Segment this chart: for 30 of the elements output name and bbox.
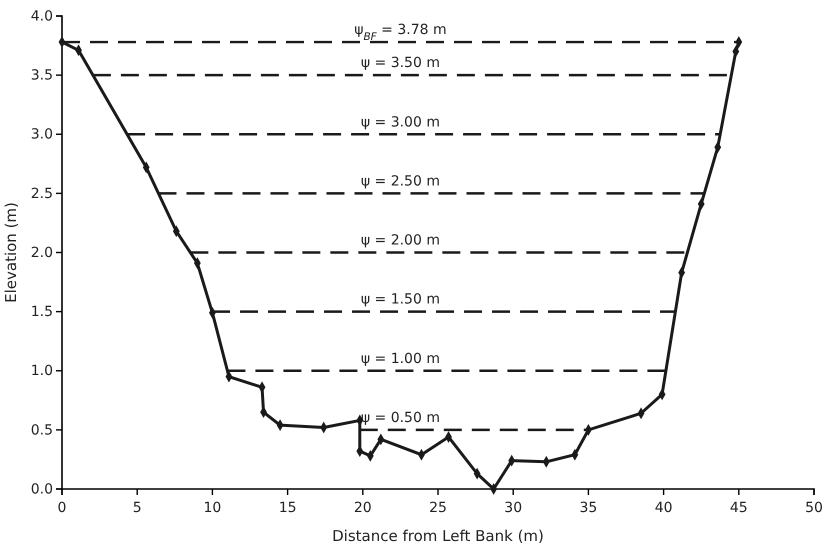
y-tick-label: 3.5 [30,68,53,84]
x-tick-label: 25 [429,500,447,516]
x-tick-label: 35 [579,500,598,516]
ref-line-label: ψ = 1.00 m [360,350,440,367]
y-tick-label: 2.0 [30,244,53,261]
y-tick-label: 1.0 [30,363,53,380]
x-tick-label: 45 [730,500,748,516]
y-tick-label: 4.0 [30,8,53,24]
x-axis-title: Distance from Left Bank (m) [332,527,544,545]
x-tick-label: 40 [654,500,673,516]
y-tick-label: 0.5 [30,422,53,438]
x-tick-label: 50 [805,500,823,516]
y-tick-label: 3.0 [30,126,53,143]
x-tick-label: 20 [354,500,372,516]
ref-line-label: ψ = 3.50 m [360,55,440,72]
ref-line-label: ψ = 0.50 m [360,410,440,426]
x-tick-label: 0 [58,500,66,516]
x-tick-label: 30 [504,500,522,516]
x-tick-label: 5 [132,500,142,516]
ref-line-label: ψ$_{BF}$ = 3.78 m [354,22,447,44]
ref-line-label: ψ = 3.00 m [360,114,440,130]
x-tick-label: 10 [203,500,222,516]
y-tick-label: 1.5 [30,304,53,320]
ref-line-label: ψ = 2.00 m [360,232,440,248]
x-tick-label: 15 [278,500,297,516]
y-tick-label: 2.5 [30,186,53,202]
y-axis-title: Elevation (m) [2,202,20,303]
ref-line-label: ψ = 1.50 m [360,292,440,308]
y-tick-label: 0.0 [30,481,53,498]
ref-line-label: ψ = 2.50 m [360,173,440,190]
